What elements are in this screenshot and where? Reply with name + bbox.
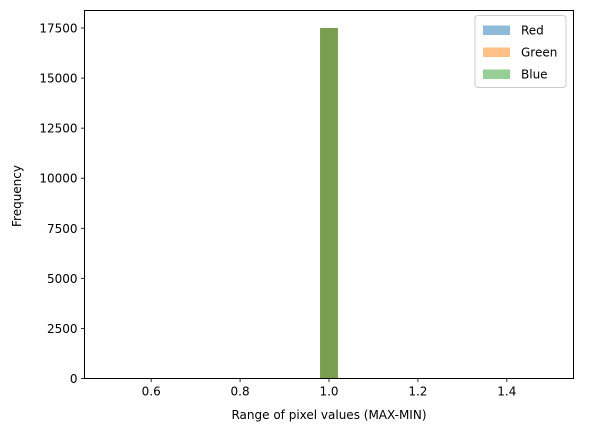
histogram-bars <box>320 28 338 379</box>
x-axis-label: Range of pixel values (MAX-MIN) <box>231 408 426 422</box>
legend-label-blue: Blue <box>521 68 548 82</box>
y-tick-label: 7500 <box>47 222 78 236</box>
y-tick-label: 10000 <box>39 172 77 186</box>
legend-label-green: Green <box>521 46 557 60</box>
y-tick-label: 5000 <box>47 272 78 286</box>
x-tick-label: 1.0 <box>319 385 338 399</box>
legend-swatch-red <box>483 25 510 35</box>
legend: Red Green Blue <box>474 15 567 88</box>
bar-blue-0 <box>320 28 338 379</box>
legend-label-red: Red <box>521 24 544 38</box>
x-tick-label: 0.6 <box>142 385 161 399</box>
y-tick-label: 15000 <box>39 72 77 86</box>
y-tick-label: 17500 <box>39 22 77 36</box>
x-tick-label: 1.4 <box>497 385 516 399</box>
legend-swatch-green <box>483 47 510 57</box>
x-axis-ticks: 0.6 0.8 1.0 1.2 1.4 <box>142 378 516 399</box>
y-tick-label: 0 <box>70 372 78 386</box>
y-axis-label: Frequency <box>10 165 24 227</box>
legend-swatch-blue <box>483 69 510 79</box>
y-tick-label: 2500 <box>47 322 78 336</box>
y-axis-ticks: 0 2500 5000 7500 10000 12500 15000 17500 <box>39 22 85 386</box>
x-tick-label: 0.8 <box>231 385 250 399</box>
y-tick-label: 12500 <box>39 122 77 136</box>
x-tick-label: 1.2 <box>408 385 427 399</box>
